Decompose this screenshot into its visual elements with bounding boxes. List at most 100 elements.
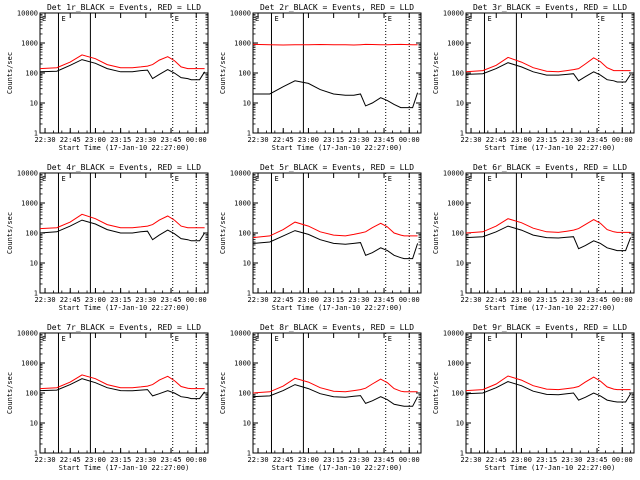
event-marker-label: E	[175, 335, 179, 343]
x-tick-label: 00:00	[186, 136, 207, 144]
x-tick-label: 22:45	[273, 296, 294, 304]
x-tick-label: 22:45	[60, 296, 81, 304]
x-tick-label: 22:45	[60, 456, 81, 464]
series-line-lld	[252, 43, 418, 46]
y-tick-label: 1000	[447, 200, 464, 208]
y-tick-label: 100	[238, 70, 251, 78]
chart-panel-det-2: Det 2r_BLACK = Events, RED = LLD 1 10 100 10…	[213, 0, 426, 160]
y-axis-label: Counts/sec	[6, 52, 14, 94]
x-tick-label: 22:30	[35, 136, 56, 144]
y-axis-label: Counts/sec	[219, 372, 227, 414]
y-tick-label: 1000	[21, 200, 38, 208]
y-tick-label: 1	[460, 450, 464, 458]
chart-svg: Det 2r_BLACK = Events, RED = LLD 1 10 100 10…	[219, 3, 422, 152]
x-tick-label: 22:30	[461, 136, 482, 144]
y-tick-label: 100	[238, 230, 251, 238]
x-axis-label: Start Time (17-Jan-10 22:27:00)	[272, 144, 403, 152]
chart-svg: Det 3r_BLACK = Events, RED = LLD 1 10 100 10…	[432, 3, 635, 152]
x-tick-label: 00:00	[612, 296, 633, 304]
event-marker-label: E	[601, 175, 605, 183]
x-tick-label: 22:30	[248, 296, 269, 304]
x-tick-label: 22:45	[486, 456, 507, 464]
y-axis-label: Counts/sec	[6, 212, 14, 254]
event-marker-label: E	[388, 175, 392, 183]
x-tick-label: 23:45	[587, 136, 608, 144]
x-tick-label: 23:15	[110, 296, 131, 304]
x-tick-label: 23:15	[536, 456, 557, 464]
x-tick-label: 23:45	[587, 296, 608, 304]
x-tick-label: 23:30	[135, 296, 156, 304]
event-marker-label: E	[255, 335, 259, 343]
chart-title: Det 6r_BLACK = Events, RED = LLD	[473, 163, 627, 172]
y-tick-label: 1	[34, 130, 38, 138]
chart-svg: Det 8r_BLACK = Events, RED = LLD 1 10 100 10…	[219, 323, 422, 472]
y-tick-label: 10000	[230, 170, 251, 178]
x-tick-label: 00:00	[186, 296, 207, 304]
y-tick-label: 10	[243, 100, 251, 108]
x-tick-label: 00:00	[399, 296, 420, 304]
event-marker-label: E	[175, 15, 179, 23]
x-axis-label: Start Time (17-Jan-10 22:27:00)	[59, 304, 190, 312]
x-tick-label: 00:00	[399, 456, 420, 464]
y-tick-label: 1	[247, 130, 251, 138]
x-tick-label: 00:00	[399, 136, 420, 144]
x-tick-label: 23:00	[511, 136, 532, 144]
x-tick-label: 23:00	[298, 296, 319, 304]
event-marker-label: E	[274, 335, 278, 343]
x-tick-label: 23:30	[561, 136, 582, 144]
plot-frame	[465, 172, 635, 294]
chart-panel-det-7: Det 7r_BLACK = Events, RED = LLD 1 10 100 10…	[0, 320, 213, 480]
event-marker-label: E	[255, 175, 259, 183]
x-axis-label: Start Time (17-Jan-10 22:27:00)	[485, 464, 616, 472]
event-marker-label: E	[487, 15, 491, 23]
series-line-events	[253, 80, 419, 109]
x-tick-label: 23:30	[561, 456, 582, 464]
y-tick-label: 1000	[21, 360, 38, 368]
event-marker-label: E	[487, 335, 491, 343]
x-tick-label: 23:15	[110, 136, 131, 144]
x-tick-label: 23:30	[348, 296, 369, 304]
y-tick-label: 1	[34, 290, 38, 298]
series-line-lld	[39, 54, 205, 70]
y-tick-label: 10000	[230, 330, 251, 338]
chart-panel-det-1: Det 1r_BLACK = Events, RED = LLD 1 10 100 10…	[0, 0, 213, 160]
y-tick-label: 1000	[234, 360, 251, 368]
y-tick-label: 10000	[443, 170, 464, 178]
y-tick-label: 100	[25, 390, 38, 398]
y-tick-label: 100	[238, 390, 251, 398]
x-tick-label: 23:30	[348, 136, 369, 144]
x-tick-label: 23:45	[374, 456, 395, 464]
x-tick-label: 23:45	[374, 136, 395, 144]
x-tick-label: 23:45	[374, 296, 395, 304]
event-marker-label: E	[175, 175, 179, 183]
y-tick-label: 1	[460, 130, 464, 138]
x-tick-label: 23:45	[161, 456, 182, 464]
x-tick-label: 23:00	[85, 456, 106, 464]
plot-frame	[252, 172, 422, 294]
chart-title: Det 7r_BLACK = Events, RED = LLD	[47, 323, 201, 332]
y-tick-label: 10000	[443, 10, 464, 18]
y-axis-label: Counts/sec	[432, 372, 440, 414]
y-tick-label: 10	[30, 260, 38, 268]
y-axis-label: Counts/sec	[432, 52, 440, 94]
y-axis-label: Counts/sec	[219, 212, 227, 254]
series-line-events	[252, 384, 419, 407]
series-line-events	[39, 219, 206, 242]
y-tick-label: 10	[456, 420, 464, 428]
y-tick-label: 100	[25, 230, 38, 238]
event-marker-label: E	[601, 15, 605, 23]
y-axis-label: Counts/sec	[219, 52, 227, 94]
y-tick-label: 1	[247, 290, 251, 298]
x-tick-label: 22:30	[35, 456, 56, 464]
x-tick-label: 23:00	[511, 456, 532, 464]
event-marker-label: E	[274, 175, 278, 183]
y-tick-label: 10000	[17, 330, 38, 338]
y-tick-label: 100	[25, 70, 38, 78]
x-tick-label: 00:00	[612, 136, 633, 144]
x-tick-label: 23:45	[161, 136, 182, 144]
x-tick-label: 23:15	[323, 296, 344, 304]
chart-panel-det-5: Det 5r_BLACK = Events, RED = LLD 1 10 100 10…	[213, 160, 426, 320]
plot-frame	[465, 12, 635, 134]
event-marker-label: E	[388, 335, 392, 343]
x-tick-label: 23:15	[110, 456, 131, 464]
